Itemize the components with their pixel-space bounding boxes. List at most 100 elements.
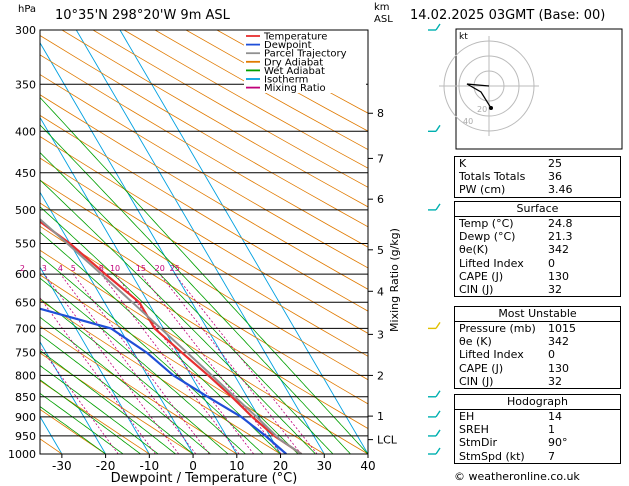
dry-adiabat-line (40, 325, 238, 454)
wet-adiabat-line (40, 316, 211, 454)
surface-row: θe(K) 342 (455, 243, 620, 256)
unstable-label: Pressure (mb) (459, 322, 536, 335)
dry-adiabat-line (40, 179, 368, 381)
index-row: Totals Totals 36 (455, 170, 620, 183)
hodo-label: StmSpd (kt) (459, 449, 525, 463)
surface-row: Dewp (°C) 21.3 (455, 230, 620, 243)
wet-adiabat-line (40, 365, 159, 454)
surface-value: 130 (548, 269, 569, 283)
hodo-value: 90° (548, 436, 568, 450)
temperature-curve (40, 220, 303, 454)
dry-adiabat-line (92, 30, 368, 188)
hodo-value: 7 (548, 449, 555, 463)
surface-value: 32 (548, 282, 562, 296)
wet-adiabat-line (40, 350, 176, 454)
km-tick-label: 1 (377, 410, 384, 423)
mixing-ratio-label: 20 (155, 264, 165, 273)
unstable-label: CAPE (J) (459, 361, 504, 375)
wet-adiabat-line (40, 379, 141, 454)
pressure-tick-label: 950 (15, 430, 36, 443)
dry-adiabat-line (40, 54, 368, 248)
dry-adiabat-line (154, 30, 368, 150)
hodograph-title: Hodograph (455, 395, 620, 410)
wet-adiabat-line (40, 277, 246, 454)
surface-value: 21.3 (548, 230, 573, 244)
wind-barb-flag (435, 23, 441, 31)
hodo-row: StmDir 90° (455, 436, 620, 449)
hodograph-ring-label: 40 (463, 117, 473, 126)
wind-barb-flag (435, 124, 441, 132)
indices-table: K 25 Totals Totals 36 PW (cm) 3.46 (454, 156, 621, 198)
unstable-row: CIN (J) 32 (455, 375, 620, 388)
isotherm-line (40, 116, 238, 454)
surface-row: CIN (J) 32 (455, 283, 620, 296)
surface-label: CIN (J) (459, 282, 494, 296)
pressure-tick-label: 850 (15, 391, 36, 404)
pressure-tick-label: 550 (15, 237, 36, 250)
unstable-value: 32 (548, 374, 562, 388)
legend-entry: Parcel Trajectory (264, 49, 347, 60)
mixing-ratio-label: 2 (20, 264, 25, 273)
hodograph-storm-point (489, 106, 493, 110)
datetime-title: 14.02.2025 03GMT (Base: 00) (410, 8, 606, 23)
surface-value: 0 (548, 256, 555, 270)
hodo-row: EH 14 (455, 410, 620, 423)
unstable-label: Lifted Index (459, 348, 524, 362)
km-tick-label: 6 (377, 193, 384, 206)
legend-entry: Wet Adiabat (264, 66, 325, 77)
pressure-tick-label: 700 (15, 322, 36, 335)
legend-entry: Mixing Ratio (264, 83, 326, 94)
surface-table: Surface Temp (°C) 24.8 Dewp (°C) 21.3 θe(K) 3… (454, 201, 621, 298)
x-tick-label: -30 (52, 459, 72, 473)
unstable-row: Pressure (mb) 1015 (455, 322, 620, 335)
mixing-ratio-line (140, 273, 282, 454)
index-label: Totals Totals (459, 170, 526, 184)
dry-adiabat-line (40, 74, 368, 269)
pressure-tick-label: 300 (15, 24, 36, 37)
wind-barb-flag (435, 447, 441, 455)
dewpoint-curve (40, 307, 287, 454)
pressure-tick-label: 450 (15, 167, 36, 180)
hodograph-ring-label: 20 (477, 105, 487, 114)
km-tick-label: LCL (377, 434, 398, 447)
unstable-row: θe (K) 342 (455, 335, 620, 348)
wet-adiabat-line (40, 392, 124, 454)
surface-value: 24.8 (548, 217, 573, 230)
isotherm-line (119, 30, 368, 454)
mixing-ratio-label: 10 (110, 264, 120, 273)
km-tick-label: 8 (377, 107, 384, 120)
unstable-value: 342 (548, 335, 569, 349)
index-label: K (459, 157, 467, 170)
dry-adiabat-line (40, 380, 150, 454)
mixing-ratio-line (60, 273, 197, 454)
pressure-tick-label: 900 (15, 411, 36, 424)
wind-barb-flag (435, 410, 441, 418)
wet-adiabat-line (40, 406, 106, 454)
unstable-value: 0 (548, 348, 555, 362)
hodo-label: EH (459, 410, 475, 423)
location-title: 10°35'N 298°20'W 9m ASL (55, 8, 230, 23)
plot-frame (39, 29, 369, 455)
km-unit-label: km (374, 2, 390, 13)
surface-row: Lifted Index 0 (455, 257, 620, 270)
hodo-row: SREH 1 (455, 423, 620, 436)
x-tick-label: 40 (360, 459, 375, 473)
unstable-label: CIN (J) (459, 374, 494, 388)
hodo-value: 1 (548, 423, 555, 437)
unstable-label: θe (K) (459, 335, 492, 349)
surface-row: CAPE (J) 130 (455, 270, 620, 283)
pressure-tick-label: 800 (15, 369, 36, 382)
most-unstable-title: Most Unstable (455, 307, 620, 322)
isotherm-line (75, 30, 325, 454)
hpa-unit-label: hPa (18, 4, 37, 15)
hodograph-frame (455, 28, 623, 150)
legend-entry: Temperature (263, 32, 327, 43)
wind-barb-flag (435, 203, 441, 211)
surface-label: CAPE (J) (459, 269, 504, 283)
index-value: 3.46 (548, 183, 573, 197)
surface-row: Temp (°C) 24.8 (455, 217, 620, 230)
hodograph-trace (466, 83, 492, 109)
footer-credit: © weatheronline.co.uk (454, 470, 580, 483)
x-tick-label: 30 (317, 459, 332, 473)
hodo-value: 14 (548, 410, 562, 423)
